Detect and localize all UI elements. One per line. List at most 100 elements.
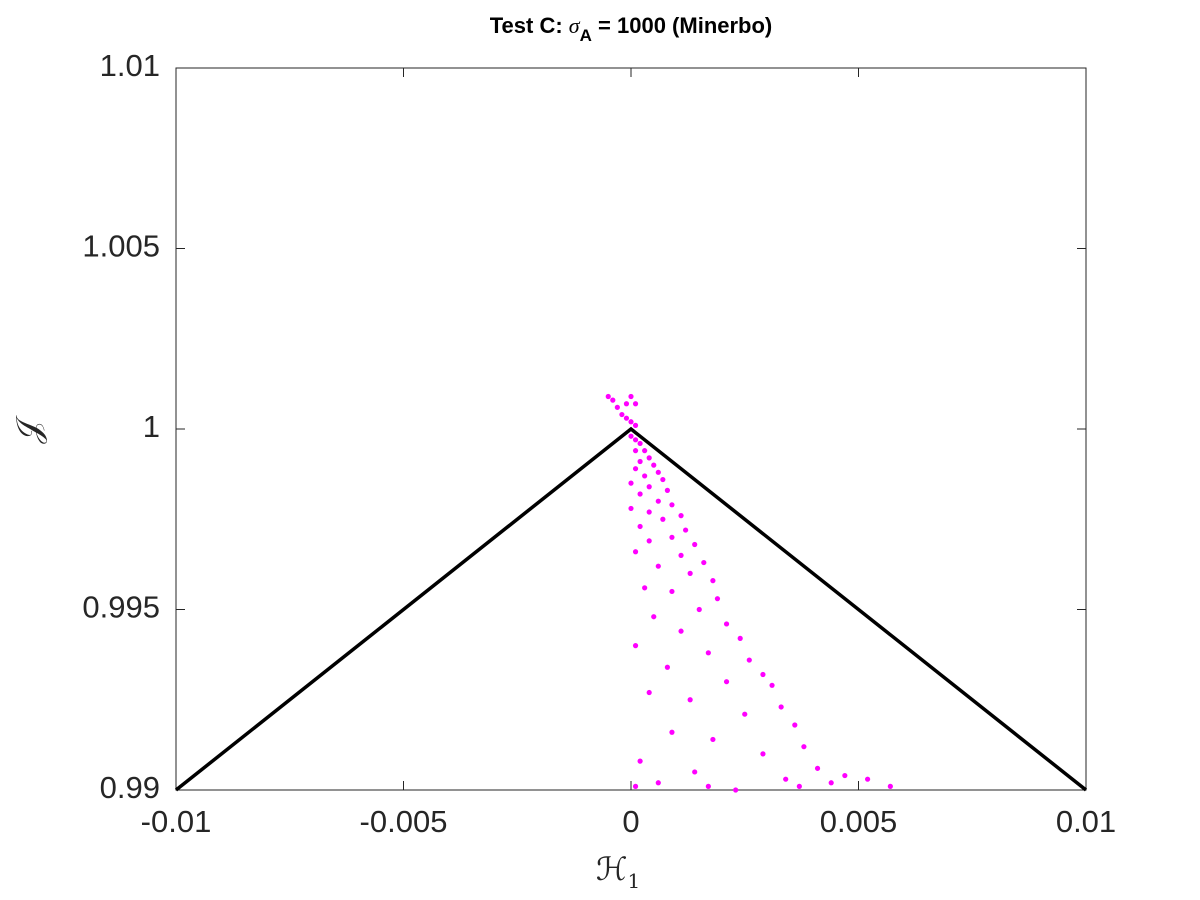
scatter-point bbox=[637, 458, 643, 465]
scatter-point bbox=[646, 689, 652, 696]
scatter-point bbox=[714, 596, 721, 602]
scatter-point bbox=[705, 650, 711, 656]
scatter-point bbox=[642, 473, 648, 479]
y-axis-label: 𝒥 bbox=[9, 415, 49, 444]
scatter-point bbox=[669, 502, 675, 508]
scatter-point bbox=[623, 415, 630, 421]
y-tick-label: 1 bbox=[143, 409, 160, 444]
scatter-point bbox=[637, 758, 643, 764]
x-tick-label: 0 bbox=[622, 804, 639, 839]
scatter-point bbox=[628, 419, 634, 425]
x-label-subscript: 1 bbox=[627, 869, 640, 893]
scatter-point bbox=[723, 621, 730, 627]
title-text: Test C: bbox=[490, 13, 569, 38]
scatter-point bbox=[664, 664, 671, 670]
scatter-point bbox=[632, 422, 639, 428]
scatter-point bbox=[769, 682, 775, 688]
scatter-point bbox=[646, 509, 652, 515]
scatter-point bbox=[628, 393, 634, 400]
scatter-point bbox=[760, 751, 766, 757]
scatter-point bbox=[701, 559, 707, 566]
scatter-point bbox=[632, 549, 639, 555]
scatter-point bbox=[632, 401, 639, 407]
scatter-point bbox=[623, 401, 630, 407]
scatter-point bbox=[646, 455, 652, 461]
scatter-point bbox=[642, 448, 648, 454]
scatter-point bbox=[710, 578, 716, 584]
title-symbol: σ bbox=[569, 13, 581, 38]
scatter-point bbox=[687, 570, 693, 577]
y-tick-label: 0.99 bbox=[100, 770, 160, 805]
title-subscript: A bbox=[580, 26, 592, 45]
x-label-symbol: ℋ bbox=[596, 850, 628, 888]
scatter-point bbox=[692, 541, 698, 548]
y-tick-label: 0.995 bbox=[82, 590, 160, 625]
title-text: = 1000 (Minerbo) bbox=[592, 13, 772, 38]
boundary-line bbox=[174, 426, 1088, 792]
scatter-point bbox=[655, 498, 661, 504]
scatter-point bbox=[692, 769, 698, 775]
scatter-point bbox=[723, 679, 730, 685]
scatter-point bbox=[651, 614, 657, 620]
scatter-point bbox=[632, 643, 639, 649]
scatter-point bbox=[683, 527, 689, 533]
scatter-point bbox=[610, 397, 616, 403]
scatter-point bbox=[887, 783, 893, 789]
scatter-point bbox=[660, 516, 666, 522]
scatter-point bbox=[646, 538, 652, 544]
scatter-point bbox=[783, 776, 789, 782]
scatter-point bbox=[865, 776, 871, 782]
scatter-point bbox=[619, 411, 625, 418]
scatter-point bbox=[664, 487, 671, 493]
scatter-point bbox=[746, 657, 752, 663]
scatter-point bbox=[678, 628, 684, 634]
scatter-point bbox=[642, 585, 648, 591]
scatter-point bbox=[737, 635, 743, 641]
scatter-point bbox=[696, 606, 702, 613]
x-tick-label: -0.01 bbox=[141, 804, 212, 839]
scatter-point bbox=[742, 711, 748, 717]
scatter-point bbox=[678, 552, 684, 558]
y-tick-label: 1.01 bbox=[100, 48, 160, 83]
chart-title: Test C: σA = 1000 (Minerbo) bbox=[490, 13, 773, 45]
scatter-point bbox=[778, 704, 784, 710]
scatter-point bbox=[801, 744, 807, 750]
scatter-point bbox=[632, 448, 639, 454]
scatter-point bbox=[655, 469, 661, 475]
scatter-point bbox=[760, 671, 766, 678]
scatter-point bbox=[637, 523, 643, 530]
scatter-point bbox=[710, 736, 716, 743]
scatter-point bbox=[628, 480, 634, 486]
scatter-point bbox=[632, 437, 639, 443]
scatter-point bbox=[814, 765, 821, 771]
scatter-point bbox=[637, 440, 643, 447]
scatter-point bbox=[651, 462, 657, 468]
scatter-point bbox=[655, 780, 661, 786]
scatter-point bbox=[678, 513, 684, 519]
scatter-point bbox=[660, 476, 666, 483]
scatter-point bbox=[842, 772, 848, 779]
plot-area bbox=[174, 67, 1088, 793]
x-tick-label: -0.005 bbox=[360, 804, 448, 839]
scatter-point bbox=[733, 787, 739, 793]
x-tick-label: 0.01 bbox=[1056, 804, 1116, 839]
x-axis-label: ℋ1 bbox=[596, 850, 640, 893]
scatter-point bbox=[637, 491, 643, 497]
scatter-point bbox=[655, 563, 661, 569]
x-tick-label: 0.005 bbox=[820, 804, 898, 839]
scatter-point bbox=[628, 433, 634, 439]
scatter-point bbox=[828, 780, 834, 786]
y-tick-label: 1.005 bbox=[82, 229, 160, 264]
scatter-point bbox=[792, 722, 798, 728]
scatter-point bbox=[669, 729, 675, 735]
scatter-point bbox=[796, 783, 802, 789]
scatter-point bbox=[628, 505, 634, 512]
scatter-point bbox=[632, 466, 639, 472]
scatter-point bbox=[687, 697, 693, 703]
scatter-point bbox=[669, 534, 675, 540]
scatter-point bbox=[614, 404, 620, 410]
scatter-point bbox=[646, 484, 652, 490]
scatter-point bbox=[632, 783, 639, 789]
scatter-point bbox=[705, 783, 711, 789]
